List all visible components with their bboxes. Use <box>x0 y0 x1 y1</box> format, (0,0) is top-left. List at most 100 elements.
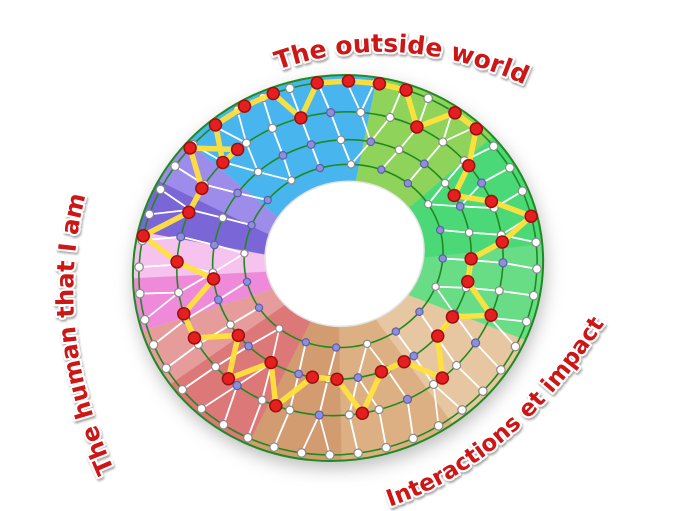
white-node[interactable] <box>296 448 307 458</box>
white-node[interactable] <box>210 362 221 372</box>
red-node[interactable] <box>341 74 356 89</box>
red-node[interactable] <box>330 372 345 387</box>
white-node[interactable] <box>253 167 263 177</box>
white-node[interactable] <box>464 228 474 237</box>
white-node[interactable] <box>226 320 235 330</box>
white-node[interactable] <box>218 419 229 430</box>
white-node[interactable] <box>275 324 284 333</box>
red-node[interactable] <box>264 355 279 370</box>
purple-node[interactable] <box>263 195 272 205</box>
white-node[interactable] <box>428 379 439 390</box>
red-node[interactable] <box>216 155 231 170</box>
white-node[interactable] <box>336 135 346 145</box>
white-node[interactable] <box>344 410 354 420</box>
white-node[interactable] <box>504 162 515 173</box>
purple-node[interactable] <box>415 307 424 317</box>
red-node[interactable] <box>355 406 370 421</box>
white-node[interactable] <box>257 395 267 405</box>
white-node[interactable] <box>134 262 144 272</box>
white-node[interactable] <box>241 138 251 148</box>
red-node[interactable] <box>206 272 221 287</box>
white-node[interactable] <box>240 249 249 258</box>
white-node[interactable] <box>478 386 488 396</box>
purple-node[interactable] <box>247 221 256 230</box>
white-node[interactable] <box>408 433 418 444</box>
white-node[interactable] <box>177 384 188 395</box>
red-node[interactable] <box>495 235 510 250</box>
white-node[interactable] <box>423 93 433 104</box>
red-node[interactable] <box>266 86 281 101</box>
white-node[interactable] <box>243 432 253 443</box>
white-node[interactable] <box>346 160 356 169</box>
purple-node[interactable] <box>438 254 447 263</box>
purple-node[interactable] <box>314 410 324 420</box>
white-node[interactable] <box>362 339 372 349</box>
purple-node[interactable] <box>315 163 325 173</box>
purple-node[interactable] <box>294 369 304 379</box>
purple-node[interactable] <box>402 394 413 404</box>
red-node[interactable] <box>410 120 425 135</box>
red-node[interactable] <box>310 76 325 91</box>
purple-node[interactable] <box>403 179 413 188</box>
white-node[interactable] <box>394 145 404 155</box>
white-node[interactable] <box>531 237 541 248</box>
white-node[interactable] <box>521 316 532 327</box>
white-node[interactable] <box>135 288 145 299</box>
red-node[interactable] <box>397 354 412 369</box>
red-node[interactable] <box>183 141 198 156</box>
white-node[interactable] <box>285 83 295 94</box>
white-node[interactable] <box>325 450 335 460</box>
purple-node[interactable] <box>419 159 429 169</box>
red-node[interactable] <box>237 99 252 114</box>
white-node[interactable] <box>170 161 180 171</box>
purple-node[interactable] <box>232 380 242 391</box>
red-node[interactable] <box>181 205 196 220</box>
white-node[interactable] <box>155 184 166 195</box>
white-node[interactable] <box>494 286 504 296</box>
red-node[interactable] <box>230 142 245 157</box>
purple-node[interactable] <box>278 151 288 160</box>
white-node[interactable] <box>510 341 521 352</box>
white-node[interactable] <box>431 282 440 291</box>
purple-node[interactable] <box>301 338 311 347</box>
white-node[interactable] <box>287 176 296 185</box>
purple-node[interactable] <box>455 201 465 211</box>
red-node[interactable] <box>170 254 185 269</box>
red-node[interactable] <box>399 83 414 98</box>
white-node[interactable] <box>438 137 448 147</box>
red-node[interactable] <box>461 158 476 173</box>
red-node[interactable] <box>445 310 460 325</box>
red-node[interactable] <box>430 329 445 344</box>
red-node[interactable] <box>221 371 236 386</box>
red-node[interactable] <box>469 122 484 137</box>
red-node[interactable] <box>208 118 223 133</box>
red-node[interactable] <box>484 194 499 209</box>
red-node[interactable] <box>176 306 191 321</box>
white-node[interactable] <box>356 107 366 118</box>
red-node[interactable] <box>374 364 389 379</box>
purple-node[interactable] <box>210 240 219 250</box>
white-node[interactable] <box>496 365 506 375</box>
purple-node[interactable] <box>435 225 445 235</box>
white-node[interactable] <box>196 403 207 414</box>
red-node[interactable] <box>294 111 309 126</box>
red-node[interactable] <box>484 308 499 323</box>
white-node[interactable] <box>528 290 539 301</box>
white-node[interactable] <box>457 405 467 415</box>
purple-node[interactable] <box>366 137 376 147</box>
purple-node[interactable] <box>233 188 242 198</box>
purple-node[interactable] <box>176 232 186 242</box>
white-node[interactable] <box>440 178 450 188</box>
white-node[interactable] <box>488 141 499 152</box>
purple-node[interactable] <box>331 343 341 352</box>
purple-node[interactable] <box>326 108 336 118</box>
purple-node[interactable] <box>306 140 316 149</box>
red-node[interactable] <box>187 331 202 346</box>
red-node[interactable] <box>231 328 246 343</box>
red-node[interactable] <box>464 251 479 266</box>
purple-node[interactable] <box>391 327 401 336</box>
red-node[interactable] <box>448 105 463 120</box>
white-node[interactable] <box>381 442 391 453</box>
purple-node[interactable] <box>242 277 252 287</box>
white-node[interactable] <box>144 209 155 220</box>
